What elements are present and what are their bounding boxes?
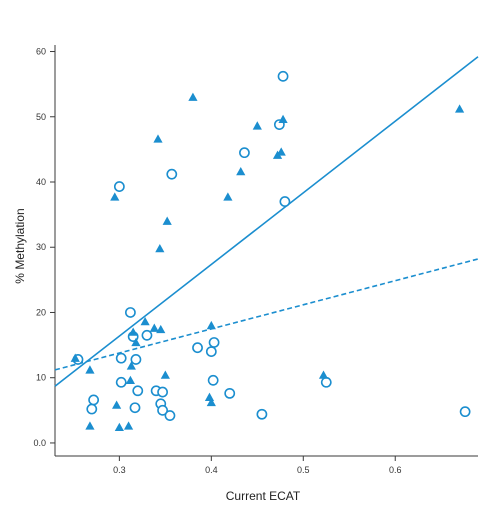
x-tick-label: 0.5 [297, 465, 310, 475]
x-tick-label: 0.3 [113, 465, 126, 475]
circle-marker [113, 181, 125, 192]
y-tick-label: 30 [36, 242, 46, 252]
triangle-marker [276, 147, 286, 156]
triangle-marker [318, 370, 329, 379]
regression-lines [54, 56, 479, 387]
circle-marker [86, 403, 98, 415]
dashed-trend-line [54, 258, 479, 371]
circle-marker [207, 374, 219, 386]
triangle-marker [223, 192, 233, 201]
triangle-marker [162, 216, 172, 225]
circle-marker [256, 408, 268, 420]
triangle-marker [85, 365, 95, 374]
triangle-marker [204, 392, 215, 401]
triangle-marker [114, 422, 124, 431]
circle-marker [224, 387, 236, 399]
circle-marker [166, 168, 178, 180]
triangle-marker [206, 397, 216, 407]
triangle-marker [70, 353, 80, 362]
circle-marker [157, 386, 168, 398]
y-tick-label: 20 [36, 307, 46, 317]
y-tick-label: 40 [36, 177, 46, 187]
circle-marker [141, 329, 153, 341]
triangle-marker [85, 421, 95, 430]
circle-marker [115, 352, 127, 364]
triangle-marker [123, 421, 134, 430]
triangle-marker [126, 361, 136, 370]
circle-marker [157, 404, 168, 416]
triangle-marker [155, 243, 165, 253]
x-tick-label: 0.4 [205, 465, 218, 475]
triangle-marker [252, 121, 262, 130]
solid-trend-line [54, 56, 479, 387]
circle-marker [320, 376, 332, 388]
triangle-marker [455, 104, 465, 113]
triangle-marker [188, 92, 198, 101]
triangle-marker [140, 317, 150, 326]
triangle-marker [278, 114, 288, 124]
triangle-marker [156, 324, 166, 334]
circle-marker [205, 346, 217, 358]
y-tick-label: 50 [36, 112, 46, 122]
circle-marker [125, 307, 136, 318]
x-tick-label: 0.6 [389, 465, 402, 475]
triangle-marker [110, 192, 120, 201]
x-axis-title: Current ECAT [226, 489, 301, 503]
triangle-marker [160, 370, 170, 379]
circle-marker [132, 385, 144, 397]
triangle-marker [112, 400, 122, 409]
circle-marker [129, 402, 141, 414]
circle-marker [208, 337, 220, 348]
circle-marker [115, 376, 127, 388]
data-points [70, 70, 471, 431]
y-axis-title: % Methylation [13, 208, 27, 283]
triangle-marker [125, 375, 136, 385]
circle-marker [279, 196, 291, 207]
triangle-marker [236, 166, 246, 176]
y-tick-label: 60 [36, 47, 46, 57]
circle-marker [88, 394, 100, 406]
triangle-marker [131, 337, 141, 347]
triangle-marker [149, 323, 159, 332]
triangle-marker [128, 327, 138, 336]
circle-marker [277, 70, 289, 82]
x-axis-ticks: 0.3 0.4 0.5 0.6 [113, 456, 401, 475]
circle-marker [192, 342, 203, 354]
triangle-marker [206, 320, 216, 330]
y-axis-ticks: 0.0 10 20 30 40 50 60 [33, 47, 55, 448]
y-tick-label: 10 [36, 373, 46, 383]
triangle-marker [153, 134, 163, 143]
circle-marker [164, 410, 176, 421]
circle-marker [130, 354, 142, 365]
circle-marker [459, 406, 471, 418]
y-tick-label: 0.0 [33, 438, 46, 448]
circle-marker [239, 147, 250, 159]
